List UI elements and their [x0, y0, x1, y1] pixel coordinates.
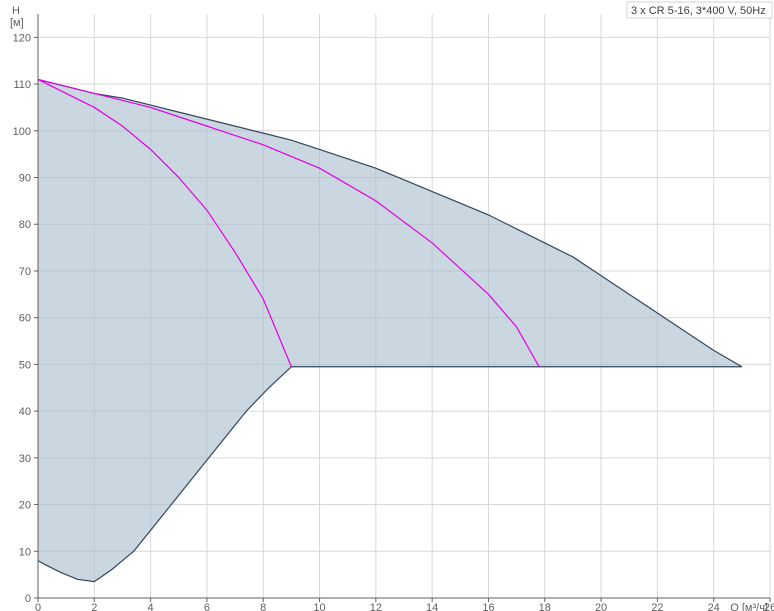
- y-tick-label: 10: [19, 546, 31, 558]
- chart-svg: 0246810121416182022242601020304050607080…: [0, 0, 774, 611]
- y-tick-label: 90: [19, 173, 31, 185]
- y-tick-label: 40: [19, 406, 31, 418]
- y-tick-label: 120: [13, 32, 31, 44]
- x-tick-label: 16: [482, 602, 494, 611]
- x-tick-label: 0: [35, 602, 41, 611]
- x-tick-label: 24: [708, 602, 720, 611]
- y-tick-label: 80: [19, 219, 31, 231]
- x-tick-label: 18: [539, 602, 551, 611]
- y-tick-label: 110: [13, 79, 31, 91]
- x-tick-label: 10: [313, 602, 325, 611]
- x-tick-label: 20: [595, 602, 607, 611]
- y-tick-label: 30: [19, 453, 31, 465]
- y-tick-label: 0: [25, 593, 31, 605]
- y-tick-label: 50: [19, 359, 31, 371]
- y-tick-label: 60: [19, 313, 31, 325]
- x-tick-label: 2: [91, 602, 97, 611]
- x-tick-label: 14: [426, 602, 438, 611]
- y-axis-unit: [м]: [10, 17, 24, 29]
- x-tick-label: 22: [651, 602, 663, 611]
- y-tick-label: 100: [13, 126, 31, 138]
- y-tick-label: 20: [19, 500, 31, 512]
- y-tick-label: 70: [19, 266, 31, 278]
- x-tick-label: 6: [204, 602, 210, 611]
- pump-curve-chart: 0246810121416182022242601020304050607080…: [0, 0, 774, 611]
- x-tick-label: 12: [370, 602, 382, 611]
- x-tick-label: 4: [148, 602, 154, 611]
- y-axis-label: H: [12, 5, 20, 17]
- x-axis-label: Q [м³/ч]: [730, 602, 768, 611]
- x-tick-label: 8: [260, 602, 266, 611]
- chart-title: 3 x CR 5-16, 3*400 V, 50Hz: [631, 5, 766, 17]
